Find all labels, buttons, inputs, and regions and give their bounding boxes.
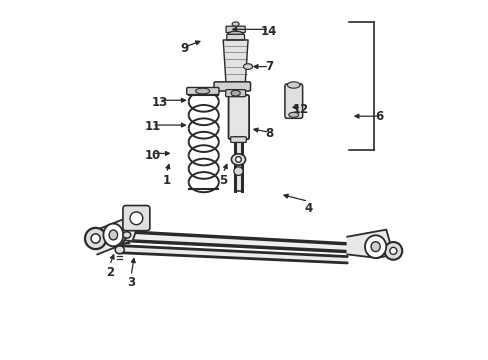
Ellipse shape bbox=[230, 90, 240, 96]
FancyBboxPatch shape bbox=[226, 34, 244, 40]
Ellipse shape bbox=[232, 22, 239, 26]
Ellipse shape bbox=[85, 228, 106, 249]
Text: 8: 8 bbox=[264, 127, 273, 140]
Ellipse shape bbox=[91, 234, 100, 243]
FancyBboxPatch shape bbox=[225, 26, 244, 32]
FancyBboxPatch shape bbox=[186, 87, 219, 95]
Ellipse shape bbox=[195, 88, 209, 94]
Ellipse shape bbox=[287, 82, 300, 88]
FancyBboxPatch shape bbox=[228, 95, 248, 139]
FancyBboxPatch shape bbox=[122, 206, 149, 231]
Text: 14: 14 bbox=[261, 24, 277, 38]
Ellipse shape bbox=[233, 167, 243, 175]
Polygon shape bbox=[223, 40, 247, 84]
FancyBboxPatch shape bbox=[214, 82, 250, 91]
Ellipse shape bbox=[384, 242, 402, 260]
Text: 1: 1 bbox=[162, 174, 170, 186]
Ellipse shape bbox=[109, 230, 118, 240]
Ellipse shape bbox=[288, 112, 298, 117]
Polygon shape bbox=[234, 138, 242, 191]
Text: 7: 7 bbox=[264, 60, 273, 73]
Text: 11: 11 bbox=[144, 120, 160, 133]
Text: 3: 3 bbox=[127, 276, 135, 289]
Ellipse shape bbox=[103, 224, 123, 246]
Ellipse shape bbox=[389, 247, 396, 255]
Ellipse shape bbox=[235, 157, 241, 162]
Polygon shape bbox=[119, 231, 346, 252]
Ellipse shape bbox=[115, 246, 124, 254]
FancyBboxPatch shape bbox=[225, 90, 245, 97]
FancyBboxPatch shape bbox=[285, 84, 302, 118]
Polygon shape bbox=[346, 230, 392, 258]
Text: 2: 2 bbox=[105, 266, 114, 279]
Text: 5: 5 bbox=[219, 174, 227, 186]
Ellipse shape bbox=[227, 31, 243, 38]
Text: 6: 6 bbox=[374, 110, 383, 123]
Polygon shape bbox=[119, 246, 346, 263]
Text: 10: 10 bbox=[144, 149, 160, 162]
Text: 4: 4 bbox=[304, 202, 312, 215]
Ellipse shape bbox=[364, 235, 386, 258]
FancyBboxPatch shape bbox=[230, 137, 246, 143]
Polygon shape bbox=[97, 215, 136, 255]
Text: 12: 12 bbox=[292, 103, 309, 116]
Text: 13: 13 bbox=[151, 95, 167, 108]
Ellipse shape bbox=[231, 154, 245, 165]
Ellipse shape bbox=[370, 242, 380, 252]
Text: 9: 9 bbox=[180, 42, 188, 55]
Ellipse shape bbox=[243, 64, 252, 69]
Ellipse shape bbox=[122, 232, 130, 238]
Ellipse shape bbox=[130, 212, 142, 225]
